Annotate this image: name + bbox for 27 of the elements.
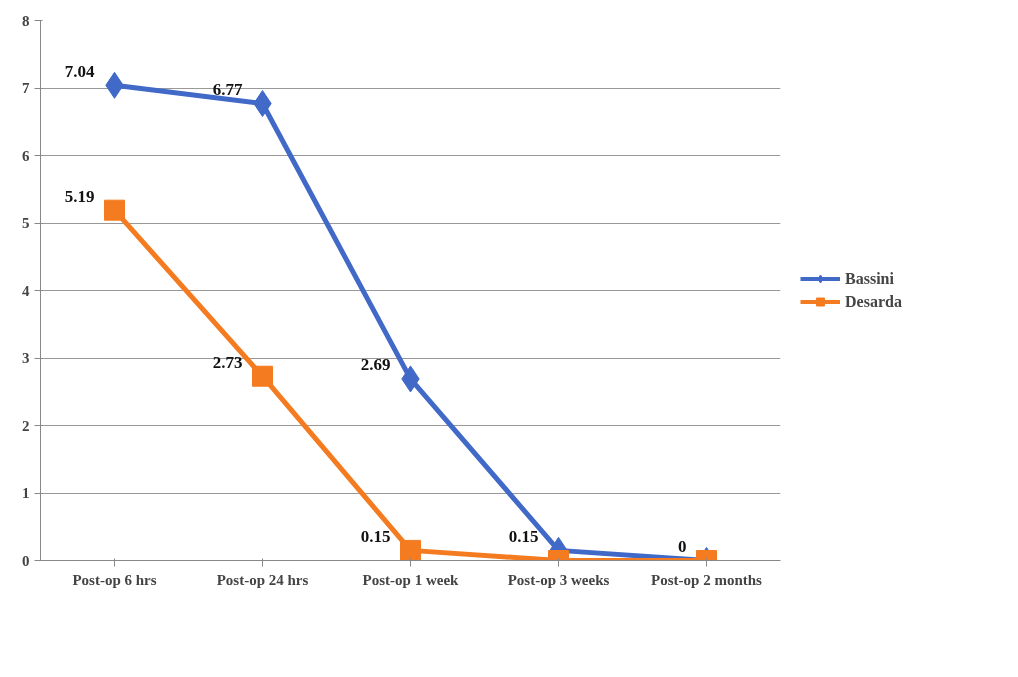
x-tick-label: Post-op 6 hrs bbox=[72, 571, 157, 588]
y-tick-label: 7 bbox=[22, 80, 30, 96]
data-label: 6.77 bbox=[212, 80, 243, 100]
y-tick-label: 0 bbox=[22, 552, 30, 569]
x-tick-label: Post-op 1 week bbox=[362, 571, 460, 588]
point bbox=[104, 199, 125, 221]
point bbox=[252, 365, 273, 387]
data-label: 5.19 bbox=[64, 186, 95, 206]
x-tick-label: Post-op 3 weeks bbox=[507, 571, 610, 588]
y-tick-label: 8 bbox=[22, 12, 30, 29]
x-tick-label: Post-op 24 hrs bbox=[216, 571, 309, 588]
y-tick-label: 6 bbox=[22, 147, 30, 164]
legend-label: Bassini bbox=[845, 269, 894, 288]
data-label: 0.15 bbox=[360, 526, 391, 546]
data-label: 0.15 bbox=[508, 526, 539, 546]
data-label: 2.73 bbox=[212, 352, 243, 372]
data-label: 2.69 bbox=[360, 355, 391, 375]
y-tick-label: 1 bbox=[22, 485, 30, 501]
y-tick-label: 3 bbox=[22, 350, 30, 366]
legend-label: Desarda bbox=[845, 292, 902, 311]
data-label: 0 bbox=[678, 537, 687, 556]
y-tick-label: 2 bbox=[22, 417, 30, 434]
x-tick-label: Post-op 2 months bbox=[651, 571, 763, 588]
y-tick-label: 4 bbox=[22, 282, 30, 299]
data-label: 7.04 bbox=[64, 61, 95, 81]
point bbox=[400, 539, 421, 561]
y-tick-label: 5 bbox=[22, 215, 30, 231]
